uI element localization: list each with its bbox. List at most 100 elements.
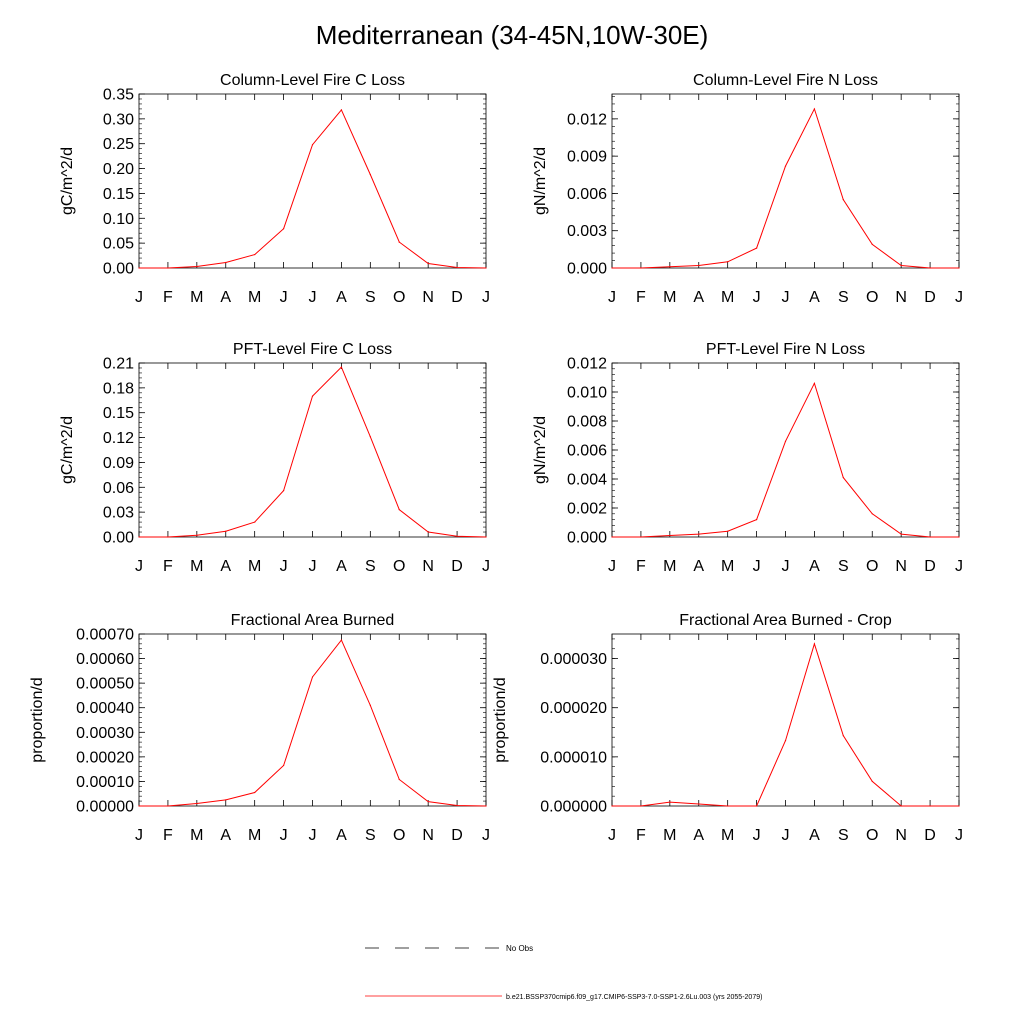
panel-fractional-area-burned-crop: J F M A M J J A S O N D J0.0000000.0000100.0000200.0… bbox=[492, 612, 963, 844]
x-tick-label: J bbox=[955, 827, 963, 844]
x-tick-label: M bbox=[721, 289, 734, 306]
data-point bbox=[900, 533, 902, 535]
data-point bbox=[138, 536, 140, 538]
x-tick-label: J bbox=[955, 289, 963, 306]
x-tick-label: O bbox=[393, 289, 405, 306]
panel-fractional-area-burned: J F M A M J J A S O N D J0.000000.000100.000200.0003… bbox=[29, 612, 490, 844]
data-point bbox=[196, 534, 198, 536]
x-tick-label: J bbox=[309, 289, 317, 306]
series-line bbox=[139, 366, 487, 538]
y-tick-label: 0.30 bbox=[103, 111, 134, 128]
data-point bbox=[698, 803, 700, 805]
data-point bbox=[813, 643, 816, 645]
data-point bbox=[282, 764, 285, 767]
y-tick-label: 0.20 bbox=[103, 161, 134, 178]
x-tick-label: A bbox=[809, 558, 820, 575]
data-point bbox=[485, 805, 487, 807]
y-tick-label: 0.00020 bbox=[76, 749, 134, 766]
series-line bbox=[612, 107, 959, 269]
y-tick-label: 0.15 bbox=[103, 405, 134, 422]
data-point bbox=[311, 676, 314, 678]
data-point bbox=[842, 199, 844, 201]
data-point bbox=[669, 534, 671, 537]
x-tick-label: N bbox=[422, 827, 434, 844]
x-tick-label: M bbox=[248, 827, 261, 844]
x-tick-label: F bbox=[636, 558, 646, 575]
x-tick-label: F bbox=[636, 289, 646, 306]
data-point bbox=[167, 536, 169, 538]
x-tick-label: A bbox=[693, 558, 704, 575]
y-tick-label: 0.000010 bbox=[540, 749, 607, 766]
data-point bbox=[340, 639, 343, 641]
data-point bbox=[958, 805, 960, 807]
y-tick-label: 0.00070 bbox=[76, 627, 134, 644]
data-point bbox=[871, 780, 873, 783]
y-tick-label: 0.00 bbox=[103, 530, 134, 547]
x-tick-label: N bbox=[895, 827, 907, 844]
x-tick-label: S bbox=[838, 827, 849, 844]
data-point bbox=[254, 253, 256, 256]
data-point bbox=[225, 530, 227, 532]
x-tick-label: F bbox=[636, 827, 646, 844]
data-point bbox=[929, 536, 931, 538]
y-tick-label: 0.009 bbox=[567, 149, 607, 166]
x-tick-label: M bbox=[663, 558, 676, 575]
x-tick-label: J bbox=[482, 558, 490, 575]
data-point bbox=[640, 267, 642, 269]
y-tick-label: 0.004 bbox=[567, 472, 607, 489]
data-point bbox=[138, 267, 140, 269]
x-tick-label: J bbox=[482, 289, 490, 306]
panel-title: PFT-Level Fire C Loss bbox=[233, 341, 392, 358]
x-tick-label: J bbox=[608, 827, 616, 844]
x-tick-label: A bbox=[809, 827, 820, 844]
data-point bbox=[640, 536, 642, 538]
data-point bbox=[611, 805, 613, 807]
y-tick-label: 0.008 bbox=[567, 414, 607, 431]
panel-title: Fractional Area Burned bbox=[231, 612, 395, 629]
x-tick-label: F bbox=[163, 289, 173, 306]
x-tick-label: M bbox=[721, 558, 734, 575]
data-point bbox=[456, 804, 458, 807]
data-point bbox=[900, 264, 902, 267]
data-point bbox=[427, 262, 429, 265]
x-tick-label: J bbox=[753, 289, 761, 306]
x-tick-label: A bbox=[336, 558, 347, 575]
x-tick-label: O bbox=[866, 289, 878, 306]
plot-frame bbox=[611, 633, 960, 807]
y-axis-label: gN/m^2/d bbox=[532, 416, 549, 484]
data-point bbox=[813, 382, 816, 384]
x-tick-label: M bbox=[721, 827, 734, 844]
x-tick-label: D bbox=[924, 827, 936, 844]
data-point bbox=[900, 805, 902, 807]
x-tick-label: J bbox=[608, 289, 616, 306]
series-line bbox=[612, 381, 959, 538]
data-point bbox=[842, 476, 844, 479]
x-tick-label: J bbox=[753, 827, 761, 844]
data-point bbox=[311, 144, 314, 146]
data-point bbox=[485, 267, 487, 269]
data-point bbox=[727, 530, 729, 532]
y-tick-label: 0.12 bbox=[103, 430, 134, 447]
plot-frame bbox=[138, 362, 487, 538]
data-point bbox=[958, 536, 960, 538]
data-point bbox=[398, 778, 400, 781]
data-point bbox=[784, 740, 787, 742]
data-point bbox=[282, 228, 285, 230]
y-tick-label: 0.00000 bbox=[76, 799, 134, 816]
data-point bbox=[427, 800, 429, 803]
y-tick-label: 0.00060 bbox=[76, 651, 134, 668]
plot-frame bbox=[138, 633, 487, 807]
y-axis-label: gC/m^2/d bbox=[59, 416, 76, 484]
x-tick-label: J bbox=[135, 289, 143, 306]
panel-title: Column-Level Fire C Loss bbox=[220, 72, 405, 89]
y-tick-label: 0.012 bbox=[567, 356, 607, 373]
data-point bbox=[167, 267, 169, 269]
data-point bbox=[369, 704, 371, 706]
y-axis-label: gC/m^2/d bbox=[59, 147, 76, 215]
data-point bbox=[727, 261, 729, 263]
data-point bbox=[929, 805, 931, 807]
data-point bbox=[669, 266, 671, 268]
x-tick-label: N bbox=[422, 289, 434, 306]
data-point bbox=[669, 801, 671, 803]
data-point bbox=[398, 241, 400, 243]
